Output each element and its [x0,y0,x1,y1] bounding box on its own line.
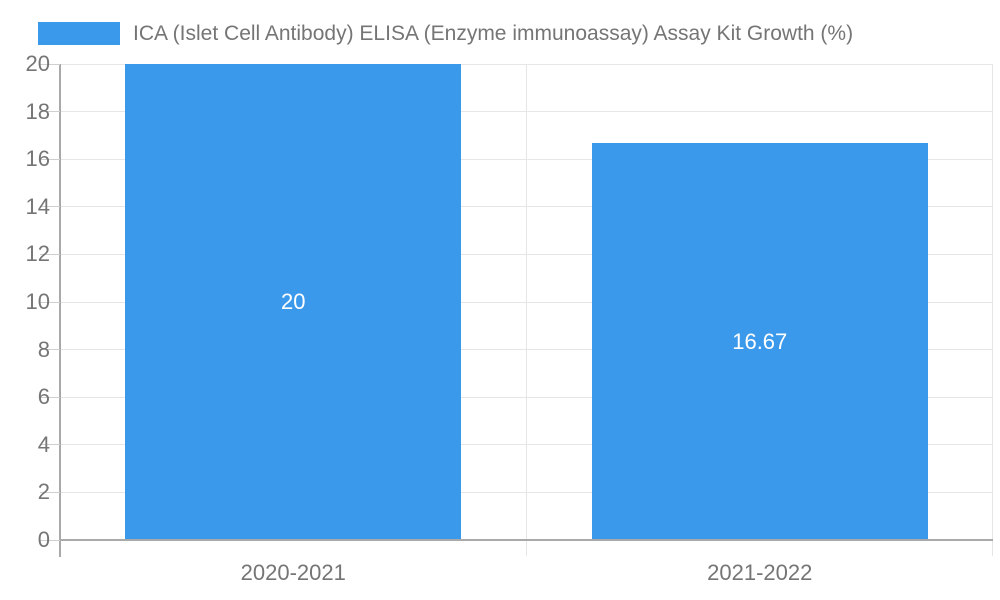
y-axis-label: 16 [25,146,50,172]
y-axis-label: 4 [37,431,50,457]
y-axis-tick [40,491,60,493]
y-axis-tick [40,158,60,160]
y-axis-tick [40,111,60,113]
y-axis-label: 0 [37,527,50,552]
y-axis-tick [40,444,60,446]
x-axis-label: 2021-2022 [707,560,813,585]
y-axis-tick [40,396,60,398]
y-axis-label: 10 [25,289,50,314]
y-axis-line [59,64,61,557]
y-axis-tick [40,301,60,303]
legend-label: ICA (Islet Cell Antibody) ELISA (Enzyme … [133,21,854,45]
y-axis-tick [40,206,60,208]
y-axis-tick [40,349,60,351]
bar-value-label: 20 [281,289,306,314]
y-axis-label: 2 [37,479,50,505]
plot-right-edge [992,64,993,556]
y-axis-label: 18 [25,98,50,124]
plot-area: 20 16.67 [59,63,993,557]
y-axis-label: 20 [25,51,50,76]
x-axis-line [60,539,993,541]
y-axis-tick [40,539,60,541]
y-axis-label: 12 [25,241,50,267]
category-divider [526,64,527,556]
legend-swatch [38,22,120,45]
y-axis-label: 6 [37,384,50,410]
bar-2021-2022[interactable] [592,143,928,540]
bar-value-label: 16.67 [732,328,788,354]
x-axis-label: 2020-2021 [240,560,346,585]
bar-2020-2021[interactable] [125,64,461,540]
legend: ICA (Islet Cell Antibody) ELISA (Enzyme … [38,20,853,47]
y-axis-label: 8 [37,336,50,362]
y-axis-label: 14 [25,193,50,219]
y-axis-tick [40,253,60,255]
y-axis-tick [40,63,60,65]
